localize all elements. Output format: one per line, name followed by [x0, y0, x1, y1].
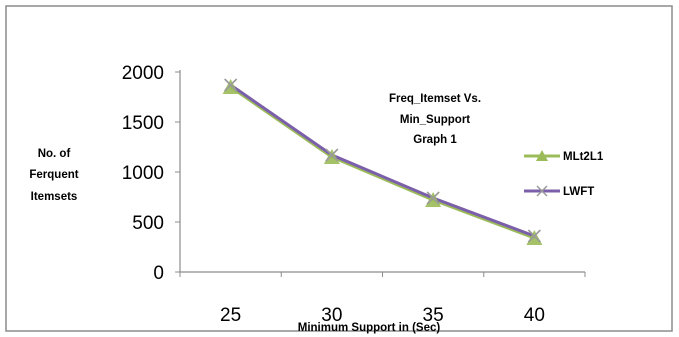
x-axis-label: Minimum Support in (Sec)	[298, 322, 441, 334]
series-line-lwft	[229, 83, 535, 238]
legend-x-icon	[536, 185, 548, 197]
legend-triangle-icon	[536, 150, 548, 161]
data-point-lwft	[527, 229, 541, 243]
x-tick-label: 35	[423, 305, 444, 326]
x-tick-label: 40	[524, 305, 545, 326]
data-point-lwft	[224, 78, 238, 92]
chart-border	[5, 5, 673, 332]
legend-item-mlt2l1: MLt2L1	[524, 150, 604, 163]
legend-item-lwft: LWFT	[524, 185, 594, 198]
x-tick-label: 30	[321, 305, 342, 326]
y-axis-label-line-2: Ferquent	[29, 169, 78, 181]
data-point-lwft	[325, 148, 339, 162]
y-tick-label: 1500	[122, 113, 164, 134]
chart-title-line-3: Graph 1	[413, 134, 457, 146]
chart-title-line-2: Min_Support	[400, 114, 470, 126]
y-axis-label-line-3: Itemsets	[31, 191, 78, 203]
data-point-mlt2l1	[222, 79, 239, 94]
data-point-mlt2l1	[425, 192, 442, 207]
y-tick-label: 1000	[122, 163, 164, 184]
y-tick-label: 2000	[122, 63, 164, 84]
y-tick-label: 500	[132, 213, 164, 234]
chart-title-line-1: Freq_Itemset Vs.	[389, 93, 481, 105]
data-point-mlt2l1	[323, 149, 340, 164]
y-tick-label: 0	[153, 263, 164, 284]
y-axis-label-line-1: No. of	[38, 148, 71, 160]
x-tick-label: 25	[220, 305, 241, 326]
legend: MLt2L1 LWFT	[524, 150, 604, 198]
data-point-mlt2l1	[526, 230, 543, 245]
legend-label-mlt2l1: MLt2L1	[563, 151, 604, 163]
data-point-lwft	[426, 191, 440, 205]
legend-label-lwft: LWFT	[563, 186, 594, 198]
series-line-mlt2l1	[229, 85, 535, 240]
